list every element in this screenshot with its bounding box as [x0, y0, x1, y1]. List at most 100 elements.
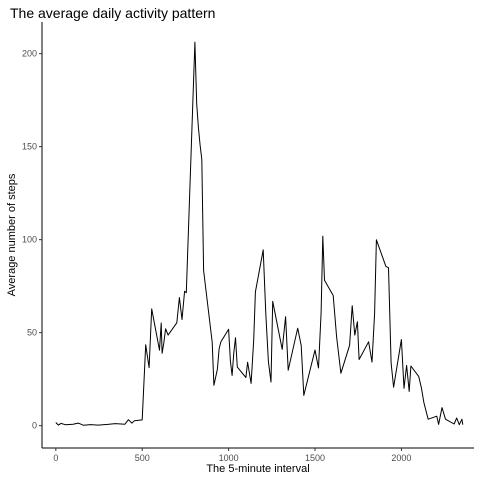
data-point — [427, 418, 429, 420]
data-point — [426, 412, 428, 414]
data-point — [300, 345, 302, 347]
data-point — [236, 366, 238, 368]
data-point — [64, 424, 66, 426]
data-point — [184, 290, 186, 292]
data-point — [356, 321, 358, 323]
data-point — [436, 415, 438, 417]
data-point — [453, 423, 455, 425]
data-point — [314, 349, 316, 351]
x-axis: 0 500 1000 1500 2000 — [42, 447, 474, 463]
data-point — [218, 348, 220, 350]
y-tick-label: 50 — [27, 328, 37, 338]
data-point — [458, 424, 460, 426]
data-point — [285, 316, 287, 318]
data-point — [89, 424, 91, 426]
data-point — [57, 424, 59, 426]
y-tick-label: 100 — [22, 235, 37, 245]
x-tick-label: 2000 — [391, 453, 411, 463]
x-tick-label: 1000 — [219, 453, 239, 463]
data-point — [281, 348, 283, 350]
data-point — [267, 361, 269, 363]
x-tick-label: 1500 — [305, 453, 325, 463]
data-point — [228, 328, 230, 330]
data-point — [199, 144, 201, 146]
data-point — [375, 239, 377, 241]
data-point — [235, 337, 237, 339]
data-point — [253, 339, 255, 341]
data-point — [151, 308, 153, 310]
data-point — [262, 249, 264, 251]
series-line — [55, 41, 464, 426]
data-point — [420, 386, 422, 388]
data-point — [77, 422, 79, 424]
data-point — [114, 423, 116, 425]
y-axis: 0 50 100 150 200 — [22, 22, 43, 448]
data-point — [303, 394, 305, 396]
data-point — [185, 292, 187, 294]
data-point — [83, 424, 85, 426]
x-tick-label: 500 — [135, 453, 150, 463]
data-point — [349, 344, 351, 346]
data-point — [441, 407, 443, 409]
data-point — [388, 267, 390, 269]
data-point — [351, 305, 353, 307]
data-point — [97, 424, 99, 426]
data-point — [141, 419, 143, 421]
data-point — [410, 365, 412, 367]
y-axis-title: Average number of steps — [6, 173, 18, 296]
data-point — [456, 417, 458, 419]
y-tick-label: 200 — [22, 49, 37, 59]
data-point — [320, 312, 322, 314]
data-point — [194, 41, 196, 43]
data-point — [318, 367, 320, 369]
data-point — [145, 344, 147, 346]
data-point — [196, 103, 198, 105]
data-point — [161, 352, 163, 354]
data-point — [229, 360, 231, 362]
data-point — [124, 423, 126, 425]
data-point — [131, 422, 133, 424]
data-point — [368, 341, 370, 343]
data-point — [332, 295, 334, 297]
plot-area — [55, 41, 464, 426]
data-point — [297, 327, 299, 329]
data-point — [438, 423, 440, 425]
data-point — [72, 423, 74, 425]
y-tick-label: 150 — [22, 142, 37, 152]
data-point — [408, 390, 410, 392]
data-point — [201, 158, 203, 160]
data-point — [216, 368, 218, 370]
data-point — [245, 377, 247, 379]
data-point — [213, 384, 215, 386]
data-point — [390, 362, 392, 364]
data-point — [400, 339, 402, 341]
data-point — [418, 375, 420, 377]
y-tick-label: 0 — [32, 421, 37, 431]
data-point — [423, 402, 425, 404]
data-point — [287, 369, 289, 371]
data-point — [254, 291, 256, 293]
data-point — [250, 382, 252, 384]
data-point — [55, 422, 57, 424]
data-point — [462, 424, 464, 426]
data-point — [167, 334, 169, 336]
data-point — [445, 418, 447, 420]
data-point — [403, 387, 405, 389]
data-point — [148, 367, 150, 369]
data-point — [336, 336, 338, 338]
data-point — [324, 279, 326, 281]
x-tick-label: 0 — [53, 453, 58, 463]
x-axis-title: The 5-minute interval — [206, 463, 309, 475]
data-point — [247, 361, 249, 363]
data-point — [211, 341, 213, 343]
data-point — [181, 319, 183, 321]
data-point — [127, 419, 129, 421]
data-point — [385, 265, 387, 267]
data-point — [165, 328, 167, 330]
data-point — [220, 341, 222, 343]
data-point — [340, 372, 342, 374]
data-point — [159, 349, 161, 351]
data-point — [176, 322, 178, 324]
data-point — [203, 270, 205, 272]
